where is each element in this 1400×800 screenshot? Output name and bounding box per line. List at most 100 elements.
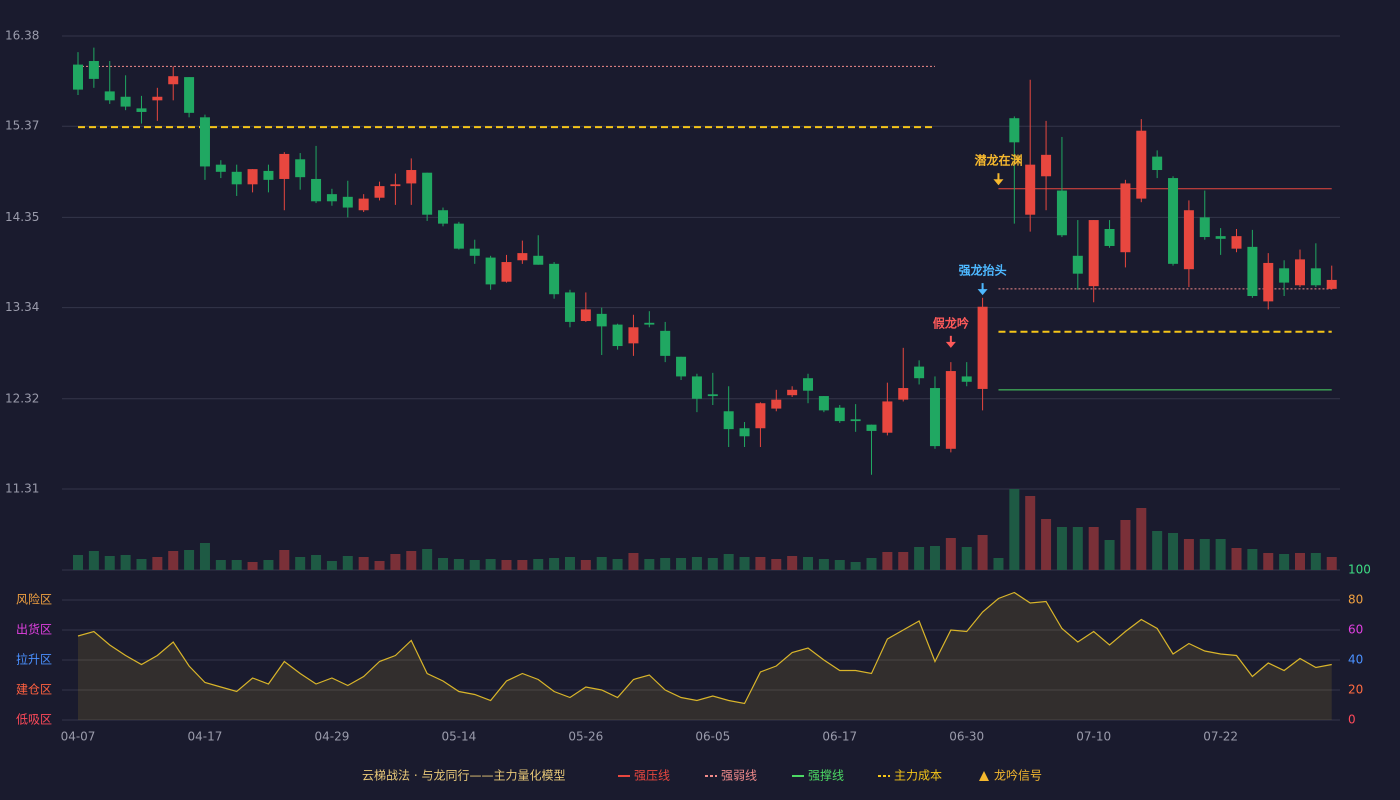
x-tick-label: 05-26 bbox=[568, 730, 603, 744]
candle-body bbox=[168, 76, 179, 85]
level-line bbox=[78, 126, 1332, 333]
candle-body bbox=[850, 419, 861, 422]
candle-body bbox=[247, 169, 258, 185]
volume-bar bbox=[1041, 519, 1052, 570]
y-tick-label: 16.38 bbox=[5, 29, 39, 43]
volume-bar bbox=[120, 555, 131, 570]
volume-bar bbox=[279, 550, 290, 570]
candle-body bbox=[644, 322, 655, 325]
candle-body bbox=[961, 376, 972, 382]
candle-body bbox=[1104, 228, 1115, 246]
volume-bar bbox=[501, 560, 512, 570]
zone-label: 低吸区 bbox=[16, 713, 52, 727]
volume-bar bbox=[564, 557, 575, 570]
volume-bar bbox=[485, 559, 496, 570]
volume-bar bbox=[422, 549, 433, 570]
candle-body bbox=[231, 171, 242, 185]
candle-body bbox=[818, 396, 829, 411]
volume-bar bbox=[533, 559, 544, 570]
candle-body bbox=[199, 117, 210, 167]
volume-bar bbox=[1056, 527, 1067, 570]
x-tick-label: 04-17 bbox=[188, 730, 223, 744]
signal-arrow bbox=[945, 341, 956, 348]
volume-bar bbox=[1263, 553, 1274, 570]
volume-bar bbox=[88, 551, 99, 570]
candle-body bbox=[1009, 118, 1020, 143]
volume-bar bbox=[1279, 554, 1290, 570]
candle-body bbox=[1025, 164, 1036, 215]
x-tick-label: 07-22 bbox=[1203, 730, 1238, 744]
x-tick-label: 05-14 bbox=[441, 730, 476, 744]
y-tick-label: 11.31 bbox=[5, 482, 39, 496]
volume-bar bbox=[739, 557, 750, 570]
volume-bar bbox=[914, 547, 925, 570]
candle-body bbox=[977, 306, 988, 389]
volume-bar bbox=[73, 555, 83, 570]
candle-body bbox=[564, 292, 575, 322]
candle-body bbox=[215, 164, 226, 172]
candle-body bbox=[929, 388, 940, 447]
x-tick-label: 06-05 bbox=[695, 730, 730, 744]
volume-bar bbox=[771, 559, 782, 570]
candle-body bbox=[1072, 255, 1083, 274]
candle-body bbox=[723, 411, 734, 430]
volume-bar bbox=[374, 561, 385, 570]
candle-body bbox=[279, 153, 290, 179]
legend-signal-icon bbox=[979, 771, 989, 781]
volume-bar bbox=[1009, 489, 1020, 570]
volume-bar bbox=[1310, 553, 1321, 570]
candle-body bbox=[803, 378, 814, 391]
volume-bar bbox=[1247, 549, 1258, 570]
candle-body bbox=[1310, 268, 1321, 286]
volume-bar bbox=[1025, 496, 1036, 570]
x-tick-label: 07-10 bbox=[1076, 730, 1111, 744]
volume-bar bbox=[723, 554, 734, 570]
candle-body bbox=[612, 324, 623, 347]
volume-bar bbox=[453, 559, 464, 570]
volume-bar bbox=[1215, 539, 1226, 570]
level-line bbox=[78, 65, 1332, 290]
volume-bar bbox=[945, 538, 956, 570]
zone-label: 风险区 bbox=[16, 592, 52, 607]
volume-bar bbox=[898, 552, 909, 570]
candle-body bbox=[295, 159, 306, 178]
legend-label: 强撑线 bbox=[808, 768, 844, 783]
volume-bar bbox=[358, 557, 369, 570]
candle-body bbox=[358, 198, 369, 211]
volume-bar bbox=[929, 546, 940, 570]
legend-title: 云梯战法 · 与龙同行——主力量化模型 bbox=[362, 769, 565, 783]
legend-label: 强压线 bbox=[634, 769, 670, 783]
candle-body bbox=[628, 327, 639, 344]
candle-body bbox=[422, 172, 433, 215]
candle-body bbox=[453, 223, 464, 249]
volume-bar bbox=[247, 562, 258, 570]
volume-bar bbox=[866, 558, 877, 570]
candle-body bbox=[1199, 217, 1210, 238]
candle-body bbox=[311, 178, 322, 202]
volume-bar bbox=[803, 557, 814, 570]
candle-body bbox=[676, 356, 687, 377]
volume-bar bbox=[549, 558, 560, 570]
volume-bar bbox=[977, 535, 988, 570]
candle-body bbox=[1120, 183, 1131, 253]
volume-bar bbox=[961, 547, 972, 570]
candle-body bbox=[184, 77, 195, 113]
candle-body bbox=[374, 186, 385, 198]
volume-bar bbox=[1199, 539, 1210, 570]
y2-tick-label: 40 bbox=[1348, 653, 1363, 667]
legend-label: 强弱线 bbox=[721, 769, 757, 783]
volume-bar bbox=[644, 559, 655, 570]
candle-body bbox=[517, 253, 528, 261]
volume-bar bbox=[184, 550, 195, 570]
legend-label: 主力成本 bbox=[894, 769, 942, 783]
volume-bar bbox=[342, 556, 353, 570]
candle-body bbox=[1041, 154, 1052, 177]
volume-bar bbox=[596, 557, 607, 570]
candle-body bbox=[1088, 220, 1099, 287]
candle-body bbox=[882, 401, 893, 433]
candle-body bbox=[104, 91, 115, 101]
candle-body bbox=[866, 424, 877, 431]
candle-body bbox=[691, 376, 702, 399]
